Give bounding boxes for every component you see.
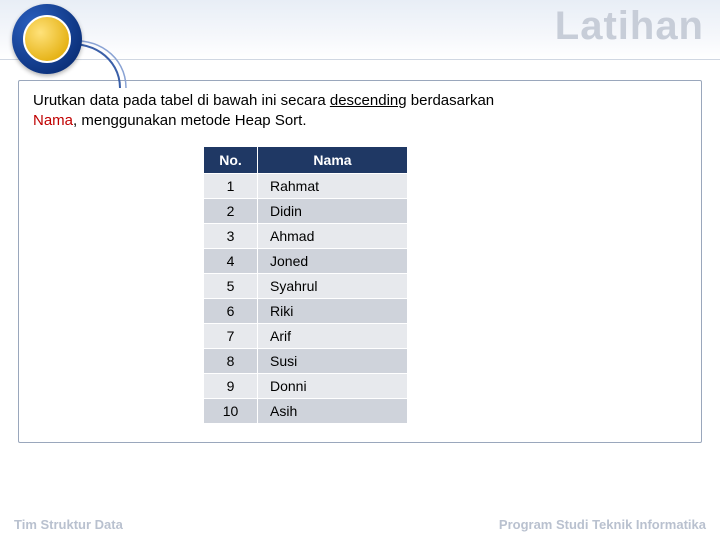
content-box: Urutkan data pada tabel di bawah ini sec… [18,80,702,443]
table-row: 8Susi [204,348,408,373]
table-row: 5Syahrul [204,273,408,298]
table-header-row: No. Nama [204,146,408,173]
university-logo [12,4,82,74]
cell-no: 4 [204,248,258,273]
table-row: 9Donni [204,373,408,398]
table-row: 4Joned [204,248,408,273]
cell-no: 8 [204,348,258,373]
cell-no: 3 [204,223,258,248]
table-row: 2Didin [204,198,408,223]
table-row: 3Ahmad [204,223,408,248]
cell-no: 9 [204,373,258,398]
cell-nama: Didin [258,198,408,223]
keyword-nama: Nama [33,112,73,129]
table-row: 10Asih [204,398,408,423]
cell-nama: Rahmat [258,173,408,198]
table-container: No. Nama 1Rahmat2Didin3Ahmad4Joned5Syahr… [33,146,687,424]
cell-nama: Ahmad [258,223,408,248]
table-row: 6Riki [204,298,408,323]
cell-no: 6 [204,298,258,323]
cell-nama: Riki [258,298,408,323]
cell-nama: Arif [258,323,408,348]
cell-nama: Susi [258,348,408,373]
instruction-mid: berdasarkan [407,92,495,109]
cell-nama: Syahrul [258,273,408,298]
column-header-no: No. [204,146,258,173]
cell-nama: Asih [258,398,408,423]
footer-right: Program Studi Teknik Informatika [499,517,706,532]
footer-left: Tim Struktur Data [14,517,123,532]
keyword-descending: descending [330,92,407,109]
column-header-nama: Nama [258,146,408,173]
data-table: No. Nama 1Rahmat2Didin3Ahmad4Joned5Syahr… [203,146,408,424]
cell-no: 10 [204,398,258,423]
table-row: 1Rahmat [204,173,408,198]
cell-no: 7 [204,323,258,348]
cell-no: 5 [204,273,258,298]
page-title: Latihan [555,4,704,49]
instruction-suffix: , menggunakan metode Heap Sort. [73,112,306,129]
table-row: 7Arif [204,323,408,348]
cell-nama: Donni [258,373,408,398]
cell-no: 1 [204,173,258,198]
cell-no: 2 [204,198,258,223]
cell-nama: Joned [258,248,408,273]
